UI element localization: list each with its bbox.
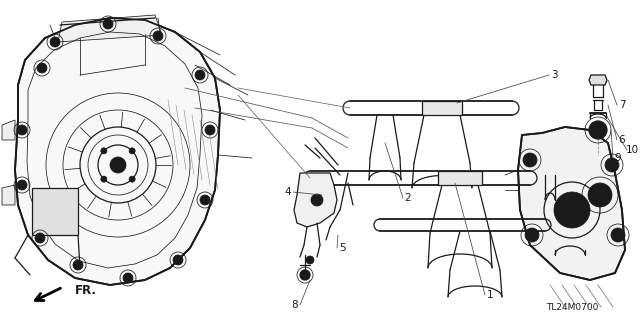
- Circle shape: [50, 37, 60, 47]
- Polygon shape: [518, 127, 625, 280]
- Text: 5: 5: [339, 243, 346, 253]
- Circle shape: [311, 194, 323, 206]
- Polygon shape: [438, 171, 482, 185]
- Text: 1: 1: [486, 290, 493, 300]
- Polygon shape: [32, 188, 78, 235]
- Circle shape: [110, 157, 126, 173]
- Text: 4: 4: [285, 187, 291, 197]
- Circle shape: [611, 228, 625, 242]
- Circle shape: [525, 228, 539, 242]
- Circle shape: [589, 121, 607, 139]
- Text: FR.: FR.: [75, 284, 97, 296]
- Text: 3: 3: [550, 70, 557, 80]
- Circle shape: [205, 125, 215, 135]
- Polygon shape: [294, 173, 337, 227]
- Circle shape: [523, 153, 537, 167]
- Polygon shape: [422, 101, 462, 115]
- Polygon shape: [589, 75, 607, 85]
- Circle shape: [101, 148, 107, 154]
- Circle shape: [588, 183, 612, 207]
- Polygon shape: [15, 18, 220, 285]
- Circle shape: [605, 158, 619, 172]
- Circle shape: [123, 273, 133, 283]
- Circle shape: [103, 19, 113, 29]
- Polygon shape: [2, 120, 15, 140]
- Text: 2: 2: [404, 193, 412, 203]
- Text: 9: 9: [614, 153, 621, 163]
- Circle shape: [35, 233, 45, 243]
- Circle shape: [153, 31, 163, 41]
- Circle shape: [129, 176, 135, 182]
- Circle shape: [306, 256, 314, 264]
- Text: TL24M0700: TL24M0700: [546, 303, 598, 313]
- Circle shape: [129, 148, 135, 154]
- Circle shape: [173, 255, 183, 265]
- Circle shape: [73, 260, 83, 270]
- Circle shape: [17, 180, 27, 190]
- Circle shape: [37, 63, 47, 73]
- Text: 6: 6: [619, 135, 625, 145]
- Text: 10: 10: [625, 145, 639, 155]
- Polygon shape: [2, 185, 15, 205]
- Circle shape: [200, 195, 210, 205]
- Text: 8: 8: [292, 300, 298, 310]
- Circle shape: [554, 192, 590, 228]
- Text: 7: 7: [619, 100, 625, 110]
- Circle shape: [17, 125, 27, 135]
- Polygon shape: [58, 15, 162, 42]
- Circle shape: [101, 176, 107, 182]
- Circle shape: [195, 70, 205, 80]
- Circle shape: [300, 270, 310, 280]
